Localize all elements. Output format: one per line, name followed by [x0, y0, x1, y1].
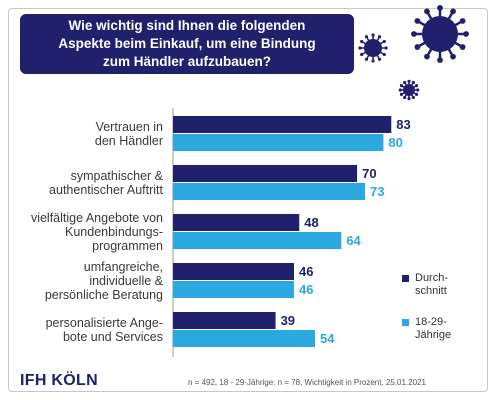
bar-18-29-4 — [173, 330, 316, 347]
bar-durchschnitt-4 — [173, 312, 276, 329]
data-label-18-29-0: 80 — [388, 135, 402, 150]
category-label-3-line-1: individuelle & — [89, 274, 163, 288]
virus-icon-small-spike-tip — [414, 84, 419, 88]
virus-icon-small — [398, 79, 420, 101]
virus-icon-large-spike-tip — [414, 44, 421, 50]
virus-icon-large-spike-tip — [450, 53, 456, 60]
virus-icon-medium-spike-tip — [382, 39, 386, 44]
legend-label-1-line-1: Jährige — [415, 329, 452, 341]
virus-icon-medium-spike-tip — [377, 57, 382, 61]
bar-18-29-1 — [173, 183, 365, 200]
data-label-18-29-2: 64 — [346, 233, 361, 248]
virus-icon-large-spike-tip — [459, 18, 466, 24]
virus-icon-large — [411, 5, 469, 63]
virus-icon-large-spike-tip — [450, 8, 456, 15]
logo: IFH KÖLN — [20, 372, 98, 389]
category-label-3-line-0: umfangreiche, — [83, 260, 163, 274]
virus-icon-small-spike-tip — [399, 84, 404, 88]
virus-icon-medium-spike-tip — [382, 52, 386, 57]
legend-label-1-line-0: 18-29- — [415, 316, 447, 328]
data-label-18-29-4: 54 — [320, 331, 335, 346]
category-label-4-line-0: personalisierte Ange- — [45, 316, 163, 330]
virus-icon-small-spike-tip — [403, 95, 407, 100]
virus-icon-large-spike-tip — [437, 5, 443, 11]
bar-durchschnitt-1 — [173, 165, 358, 182]
legend: Durch-schnitt 18-29- Jährige — [402, 272, 451, 360]
category-label-4-line-1: bote und Services — [62, 330, 163, 344]
legend-swatch-1 — [402, 319, 409, 326]
title-line-2: Aspekte beim Einkauf, um eine Bindung — [58, 36, 316, 51]
virus-icon-small-spike-tip — [411, 95, 415, 100]
virus-icon-medium-body — [364, 39, 382, 57]
legend-swatch-0 — [402, 275, 409, 282]
bar-durchschnitt-0 — [173, 116, 392, 133]
bar-18-29-3 — [173, 281, 294, 298]
bar-durchschnitt-2 — [173, 214, 300, 231]
legend-label-0-line-1: schnitt — [415, 285, 447, 297]
virus-icon-medium-spike-tip — [360, 52, 364, 57]
data-label-durchschnitt-2: 48 — [304, 215, 318, 230]
data-label-durchschnitt-0: 83 — [396, 117, 410, 132]
virus-icon-large-spike-tip — [459, 44, 466, 50]
virus-icon-small-spike-tip — [407, 97, 411, 101]
virus-icon-medium-spike-tip — [371, 59, 375, 63]
virus-icon-medium-spike-tip — [384, 46, 388, 50]
category-label-0: Vertrauen in den Händler — [95, 120, 163, 148]
virus-icon-medium — [358, 33, 388, 63]
virus-icon-medium-spike-tip — [358, 46, 362, 50]
data-label-durchschnitt-1: 70 — [362, 166, 376, 181]
category-label-2: vielfältige Angebote von Kundenbindungs-p… — [31, 211, 163, 253]
virus-icon-large-spike-tip — [411, 31, 417, 37]
title-line-1: Wie wichtig sind Ihnen die folgenden — [68, 18, 306, 33]
bar-durchschnitt-3 — [173, 263, 294, 280]
virus-icon-medium-spike-tip — [360, 39, 364, 44]
virus-icon-small-spike-tip — [403, 80, 407, 85]
legend-label-0-line-0: Durch- — [415, 272, 449, 284]
bar-18-29-2 — [173, 232, 342, 249]
category-label-3: umfangreiche, individuelle & persönliche B… — [45, 260, 163, 302]
category-label-3-line-2: persönliche Beratung — [44, 288, 163, 302]
virus-icon-large-spike-tip — [437, 57, 443, 63]
category-label-1-line-0: sympathischer & — [70, 169, 163, 183]
virus-icon-large-body — [422, 16, 458, 52]
virus-icon-large-spike-tip — [424, 53, 430, 60]
virus-icon-small-spike-tip — [398, 88, 402, 92]
data-label-18-29-3: 46 — [299, 282, 313, 297]
virus-icon-small-spike-tip — [416, 88, 420, 92]
category-label-1: sympathischer & authentischer Auftritt — [49, 169, 163, 197]
virus-icon-small-spike-tip — [407, 79, 411, 83]
data-label-18-29-1: 73 — [370, 184, 384, 199]
data-label-durchschnitt-3: 46 — [299, 264, 313, 279]
category-label-2-line-1: Kundenbindungs- — [65, 225, 163, 239]
data-label-durchschnitt-4: 39 — [281, 313, 295, 328]
virus-icon-small-spike-tip — [411, 80, 415, 85]
virus-icon-large-spike-tip — [414, 18, 421, 24]
category-label-2-line-0: vielfältige Angebote von — [30, 211, 163, 225]
footnote: n = 492, 18 - 29-Jährige: n = 78, Wichti… — [188, 378, 426, 387]
virus-icon-large-spike-tip — [463, 31, 469, 37]
virus-icon-small-body — [403, 84, 415, 96]
category-label-1-line-1: authentischer Auftritt — [49, 183, 163, 197]
virus-icon-medium-spike-tip — [371, 33, 375, 37]
category-label-4: personalisierte Ange-bote und Services — [46, 316, 163, 344]
virus-icon-small-spike-tip — [399, 92, 404, 96]
virus-icon-medium-spike-tip — [364, 57, 369, 61]
category-label-0-line-0: Vertrauen in — [95, 120, 163, 134]
virus-icon-medium-spike-tip — [377, 35, 382, 39]
category-label-0-line-1: den Händler — [94, 134, 163, 148]
title-box: Wie wichtig sind Ihnen die folgenden Asp… — [20, 14, 354, 74]
legend-item-0: Durch-schnitt — [402, 272, 451, 298]
category-label-2-line-2: programmen — [92, 239, 163, 253]
virus-icon-small-spike-tip — [414, 92, 419, 96]
virus-icon-medium-spike-tip — [364, 35, 369, 39]
legend-item-1: 18-29- Jährige — [402, 316, 451, 342]
title-line-3: zum Händler aufzubauen? — [102, 54, 271, 69]
virus-icon-large-spike-tip — [424, 8, 430, 15]
bar-18-29-0 — [173, 134, 384, 151]
